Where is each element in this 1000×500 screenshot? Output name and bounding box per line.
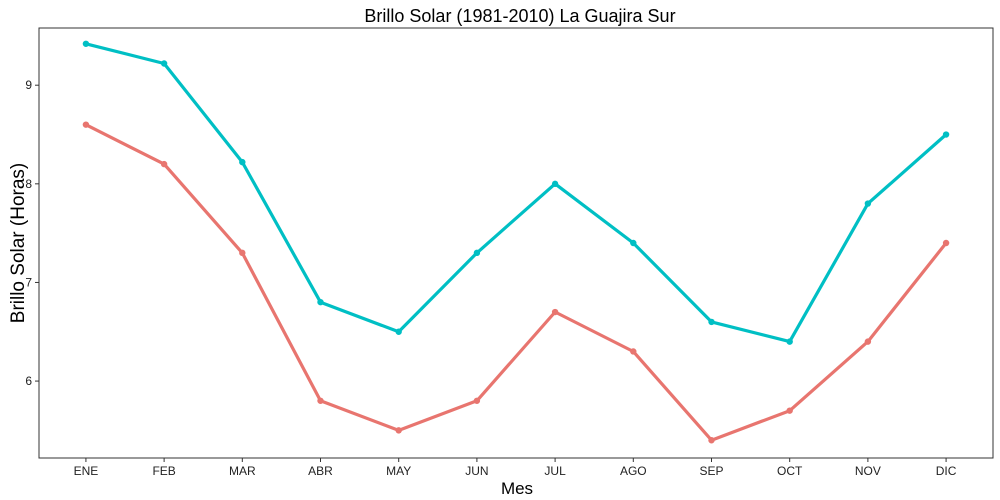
data-point <box>317 397 324 404</box>
data-point <box>473 397 481 404</box>
x-tick-label: FEB <box>152 464 175 478</box>
series-line-2 <box>84 123 948 442</box>
y-tick-label: 6 <box>25 374 32 388</box>
x-tick-label: OCT <box>777 464 803 478</box>
data-point <box>708 437 715 444</box>
data-point <box>160 60 168 67</box>
data-point <box>942 131 950 138</box>
data-point <box>395 328 402 335</box>
data-point <box>82 121 90 128</box>
y-tick-label: 7 <box>25 275 32 289</box>
data-point <box>82 40 90 47</box>
y-tick-label: 8 <box>25 177 32 191</box>
data-point <box>239 249 246 257</box>
series-line-1 <box>84 42 948 344</box>
x-tick-label: JUL <box>544 464 566 478</box>
x-tick-label: DIC <box>936 464 957 478</box>
x-tick-label: NOV <box>855 464 881 478</box>
data-point <box>942 239 950 247</box>
plot-panel <box>38 27 994 459</box>
x-tick-label: ABR <box>308 464 333 478</box>
data-point <box>473 249 481 257</box>
x-tick-label: AGO <box>620 464 647 478</box>
data-point <box>864 338 872 345</box>
data-point <box>395 427 402 434</box>
series-layer <box>82 40 950 444</box>
x-tick-label: SEP <box>699 464 723 478</box>
x-tick-label: MAR <box>229 464 256 478</box>
x-axis-title: Mes <box>501 479 533 498</box>
x-axis: ENE FEB MAR ABR MAY JUN JUL AGO SEP OCT NOV DIC <box>74 458 957 478</box>
x-tick-label: ENE <box>74 464 99 478</box>
data-point <box>786 407 793 414</box>
chart-title: Brillo Solar (1981-2010) La Guajira Sur <box>364 6 675 26</box>
x-tick-label: MAY <box>386 464 411 478</box>
data-point <box>864 200 872 207</box>
data-point <box>786 338 793 345</box>
y-tick-label: 9 <box>25 78 32 92</box>
y-axis-title: Brillo Solar (Horas) <box>8 163 29 323</box>
data-point <box>708 318 715 326</box>
x-tick-label: JUN <box>465 464 488 478</box>
data-point <box>551 180 559 188</box>
data-point <box>551 308 559 316</box>
data-point <box>317 298 324 306</box>
data-point <box>630 348 637 355</box>
data-point <box>630 239 637 247</box>
data-point <box>160 160 168 168</box>
y-axis: 6 7 8 9 <box>25 78 39 388</box>
data-point <box>239 158 246 166</box>
